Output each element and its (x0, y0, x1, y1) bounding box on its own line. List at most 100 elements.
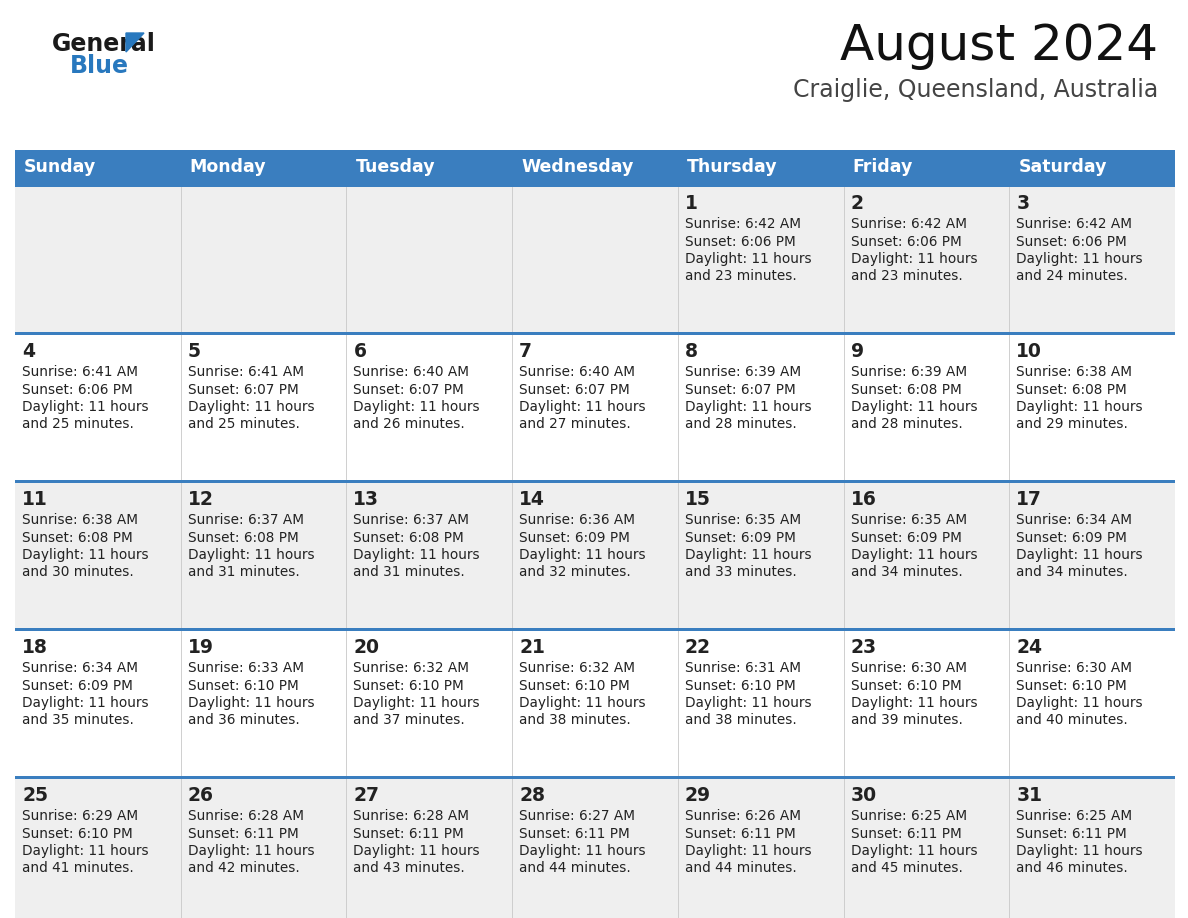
Text: 11: 11 (23, 490, 48, 509)
Text: Daylight: 11 hours: Daylight: 11 hours (188, 696, 315, 710)
Text: Sunset: 6:11 PM: Sunset: 6:11 PM (851, 826, 961, 841)
Text: 15: 15 (684, 490, 710, 509)
Text: Sunset: 6:09 PM: Sunset: 6:09 PM (684, 531, 796, 544)
Bar (843, 631, 1010, 776)
Text: Sunset: 6:10 PM: Sunset: 6:10 PM (684, 678, 796, 692)
Text: Daylight: 11 hours: Daylight: 11 hours (23, 844, 148, 858)
Text: Daylight: 11 hours: Daylight: 11 hours (684, 548, 811, 562)
Text: Sunday: Sunday (24, 158, 96, 176)
Text: Sunrise: 6:37 AM: Sunrise: 6:37 AM (353, 513, 469, 527)
Bar (15, 186, 181, 332)
Text: 16: 16 (851, 490, 877, 509)
Text: Sunset: 6:11 PM: Sunset: 6:11 PM (353, 826, 465, 841)
Text: and 25 minutes.: and 25 minutes. (23, 418, 134, 431)
Bar (512, 186, 678, 332)
Text: Sunrise: 6:30 AM: Sunrise: 6:30 AM (851, 661, 967, 675)
Bar (15, 334, 181, 480)
Bar (181, 631, 347, 776)
Text: and 36 minutes.: and 36 minutes. (188, 713, 299, 727)
Bar (347, 483, 512, 628)
Text: Daylight: 11 hours: Daylight: 11 hours (519, 400, 646, 414)
Text: Sunrise: 6:39 AM: Sunrise: 6:39 AM (684, 365, 801, 379)
Bar (512, 631, 678, 776)
Text: Sunrise: 6:36 AM: Sunrise: 6:36 AM (519, 513, 636, 527)
Bar (15, 332, 1175, 334)
Text: Sunset: 6:06 PM: Sunset: 6:06 PM (23, 383, 133, 397)
Text: Daylight: 11 hours: Daylight: 11 hours (188, 844, 315, 858)
Bar (1010, 778, 1175, 918)
Text: Sunrise: 6:35 AM: Sunrise: 6:35 AM (684, 513, 801, 527)
Bar (347, 334, 512, 480)
Text: Daylight: 11 hours: Daylight: 11 hours (519, 548, 646, 562)
Text: 5: 5 (188, 342, 201, 361)
Text: 20: 20 (353, 638, 379, 657)
Text: 14: 14 (519, 490, 545, 509)
Text: 21: 21 (519, 638, 545, 657)
Text: and 35 minutes.: and 35 minutes. (23, 713, 134, 727)
Text: Craiglie, Queensland, Australia: Craiglie, Queensland, Australia (792, 78, 1158, 102)
Text: Sunrise: 6:27 AM: Sunrise: 6:27 AM (519, 809, 636, 823)
Text: Sunrise: 6:40 AM: Sunrise: 6:40 AM (519, 365, 636, 379)
Text: Sunrise: 6:34 AM: Sunrise: 6:34 AM (1016, 513, 1132, 527)
Text: Sunrise: 6:28 AM: Sunrise: 6:28 AM (188, 809, 304, 823)
Text: Sunset: 6:06 PM: Sunset: 6:06 PM (684, 234, 796, 249)
Text: and 43 minutes.: and 43 minutes. (353, 861, 466, 876)
Text: Sunrise: 6:41 AM: Sunrise: 6:41 AM (23, 365, 138, 379)
Text: 26: 26 (188, 786, 214, 805)
Bar (1010, 631, 1175, 776)
Bar (15, 778, 181, 918)
Text: and 40 minutes.: and 40 minutes. (1016, 713, 1129, 727)
Text: Daylight: 11 hours: Daylight: 11 hours (851, 400, 978, 414)
Text: 9: 9 (851, 342, 864, 361)
Text: and 44 minutes.: and 44 minutes. (519, 861, 631, 876)
Text: 17: 17 (1016, 490, 1042, 509)
Text: 23: 23 (851, 638, 877, 657)
Text: and 44 minutes.: and 44 minutes. (684, 861, 797, 876)
Text: and 32 minutes.: and 32 minutes. (519, 565, 631, 579)
Text: and 31 minutes.: and 31 minutes. (188, 565, 299, 579)
Bar (678, 186, 843, 332)
Text: Sunrise: 6:28 AM: Sunrise: 6:28 AM (353, 809, 469, 823)
Text: Daylight: 11 hours: Daylight: 11 hours (1016, 548, 1143, 562)
Text: Sunset: 6:09 PM: Sunset: 6:09 PM (519, 531, 630, 544)
Text: Sunset: 6:06 PM: Sunset: 6:06 PM (1016, 234, 1127, 249)
Bar (1010, 483, 1175, 628)
Text: Daylight: 11 hours: Daylight: 11 hours (353, 400, 480, 414)
Text: Daylight: 11 hours: Daylight: 11 hours (684, 252, 811, 266)
Text: Sunset: 6:11 PM: Sunset: 6:11 PM (1016, 826, 1127, 841)
Bar (347, 631, 512, 776)
Text: Sunset: 6:08 PM: Sunset: 6:08 PM (23, 531, 133, 544)
Bar (181, 334, 347, 480)
Text: and 29 minutes.: and 29 minutes. (1016, 418, 1129, 431)
Text: and 28 minutes.: and 28 minutes. (684, 418, 797, 431)
Text: 6: 6 (353, 342, 366, 361)
Bar (347, 778, 512, 918)
Bar (678, 631, 843, 776)
Text: Sunrise: 6:32 AM: Sunrise: 6:32 AM (519, 661, 636, 675)
Text: Friday: Friday (853, 158, 912, 176)
Text: and 38 minutes.: and 38 minutes. (519, 713, 631, 727)
Text: Sunset: 6:06 PM: Sunset: 6:06 PM (851, 234, 961, 249)
Text: Sunrise: 6:32 AM: Sunrise: 6:32 AM (353, 661, 469, 675)
Text: 18: 18 (23, 638, 48, 657)
Text: Daylight: 11 hours: Daylight: 11 hours (23, 400, 148, 414)
Text: Daylight: 11 hours: Daylight: 11 hours (519, 844, 646, 858)
Bar (181, 186, 347, 332)
Text: 2: 2 (851, 194, 864, 213)
Bar (1010, 334, 1175, 480)
Bar (15, 480, 1175, 483)
Bar (15, 631, 181, 776)
Text: Sunset: 6:08 PM: Sunset: 6:08 PM (188, 531, 298, 544)
Text: Daylight: 11 hours: Daylight: 11 hours (188, 548, 315, 562)
Bar (678, 778, 843, 918)
Bar (15, 483, 181, 628)
Text: Sunset: 6:11 PM: Sunset: 6:11 PM (519, 826, 630, 841)
Text: Sunrise: 6:34 AM: Sunrise: 6:34 AM (23, 661, 138, 675)
Text: Daylight: 11 hours: Daylight: 11 hours (851, 696, 978, 710)
Text: Sunrise: 6:26 AM: Sunrise: 6:26 AM (684, 809, 801, 823)
Text: Sunset: 6:07 PM: Sunset: 6:07 PM (188, 383, 298, 397)
Text: Sunrise: 6:42 AM: Sunrise: 6:42 AM (851, 217, 967, 231)
Text: 24: 24 (1016, 638, 1042, 657)
Text: Daylight: 11 hours: Daylight: 11 hours (353, 696, 480, 710)
Text: Sunset: 6:09 PM: Sunset: 6:09 PM (851, 531, 961, 544)
